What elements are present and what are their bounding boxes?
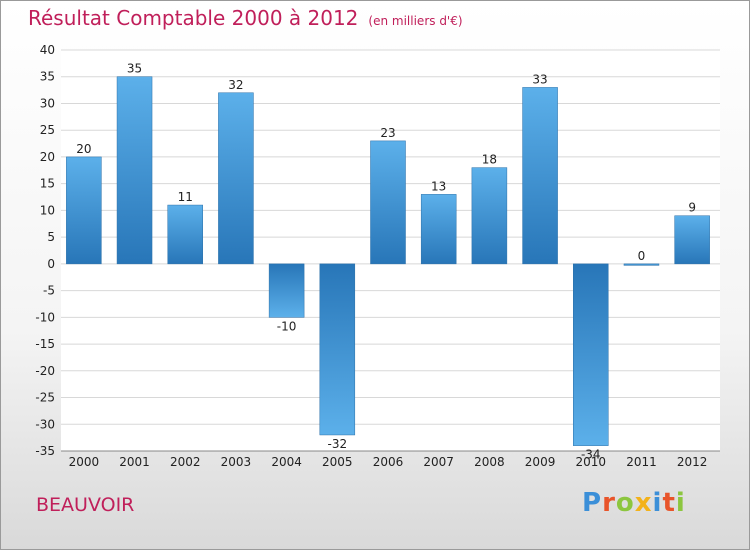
y-tick-label: -25 — [35, 391, 55, 405]
bar-2009 — [522, 87, 558, 265]
y-tick-label: -30 — [35, 417, 55, 431]
data-label-2005: -32 — [328, 437, 348, 451]
x-tick-label: 2009 — [525, 455, 556, 469]
data-label-2008: 18 — [482, 153, 497, 167]
y-tick-label: 30 — [40, 96, 55, 110]
data-label-2010: -34 — [581, 448, 601, 462]
logo-letter: x — [634, 488, 653, 518]
data-label-2000: 20 — [76, 142, 91, 156]
x-tick-label: 2011 — [626, 455, 657, 469]
bar-2012 — [674, 215, 710, 265]
x-tick-label: 2000 — [69, 455, 100, 469]
data-label-2006: 23 — [380, 126, 395, 140]
chart-title-text: Résultat Comptable 2000 à 2012 — [28, 6, 359, 30]
bar-2007 — [420, 194, 457, 265]
entity-name: BEAUVOIR — [36, 494, 135, 516]
bar-2002 — [167, 204, 203, 265]
data-label-2002: 11 — [178, 190, 193, 204]
data-label-2012: 9 — [688, 201, 696, 215]
data-label-2011: 0 — [638, 249, 646, 263]
x-tick-label: 2001 — [119, 455, 150, 469]
bar-2010 — [573, 263, 609, 446]
x-tick-label: 2002 — [170, 455, 201, 469]
logo-letter: o — [615, 488, 635, 518]
data-label-2004: -10 — [277, 319, 297, 333]
data-label-2003: 32 — [228, 78, 243, 92]
proxiti-logo: Proxiti — [582, 488, 686, 518]
x-tick-label: 2006 — [373, 455, 404, 469]
y-tick-label: 0 — [47, 257, 55, 271]
x-axis: 2000 2001 2002 2003 2004 2005 2006 2007 2008 2009… — [61, 450, 720, 469]
y-tick-label: -35 — [35, 444, 55, 458]
data-labels: 20 35 11 32 -10 -32 23 13 18 33 -34 0 9 — [76, 62, 696, 462]
y-tick-label: 40 — [40, 43, 55, 57]
chart-title: Résultat Comptable 2000 à 2012 (en millie… — [28, 6, 463, 30]
data-label-2001: 35 — [127, 62, 142, 76]
x-tick-label: 2012 — [677, 455, 708, 469]
logo-letter: i — [652, 488, 663, 518]
y-tick-label: 25 — [40, 123, 55, 137]
bar-2011 — [623, 263, 660, 266]
bar-2006 — [370, 140, 406, 265]
y-tick-label: -20 — [35, 364, 55, 378]
x-tick-label: 2008 — [474, 455, 505, 469]
data-label-2007: 13 — [431, 179, 446, 193]
bar-2000 — [66, 156, 102, 265]
y-tick-label: 10 — [40, 203, 55, 217]
x-tick-label: 2010 — [575, 455, 606, 469]
data-label-2009: 33 — [532, 72, 547, 86]
bar-2004 — [268, 263, 305, 318]
y-tick-label: 15 — [40, 177, 55, 191]
y-axis: 40 35 30 25 20 15 10 5 0 -5 -10 -15 -20 -25 -30 -35 — [35, 43, 55, 458]
y-tick-label: -5 — [43, 284, 55, 298]
logo-letter: t — [662, 488, 676, 518]
bar-2008 — [471, 167, 508, 265]
bar-2003 — [218, 92, 254, 265]
y-tick-label: 5 — [47, 230, 55, 244]
logo-letter: P — [582, 488, 603, 518]
y-tick-label: -10 — [35, 310, 55, 324]
bar-2005 — [319, 263, 356, 436]
x-tick-label: 2007 — [423, 455, 454, 469]
y-tick-label: 35 — [40, 70, 55, 84]
x-tick-label: 2004 — [271, 455, 302, 469]
x-tick-label: 2003 — [221, 455, 252, 469]
x-tick-label: 2005 — [322, 455, 353, 469]
logo-letter: r — [602, 488, 616, 518]
logo-letter: i — [675, 488, 686, 518]
chart-subtitle: (en milliers d'€) — [368, 14, 463, 28]
y-tick-label: 20 — [40, 150, 55, 164]
bars-group — [66, 76, 710, 446]
bar-2001 — [116, 76, 153, 265]
y-tick-label: -15 — [35, 337, 55, 351]
